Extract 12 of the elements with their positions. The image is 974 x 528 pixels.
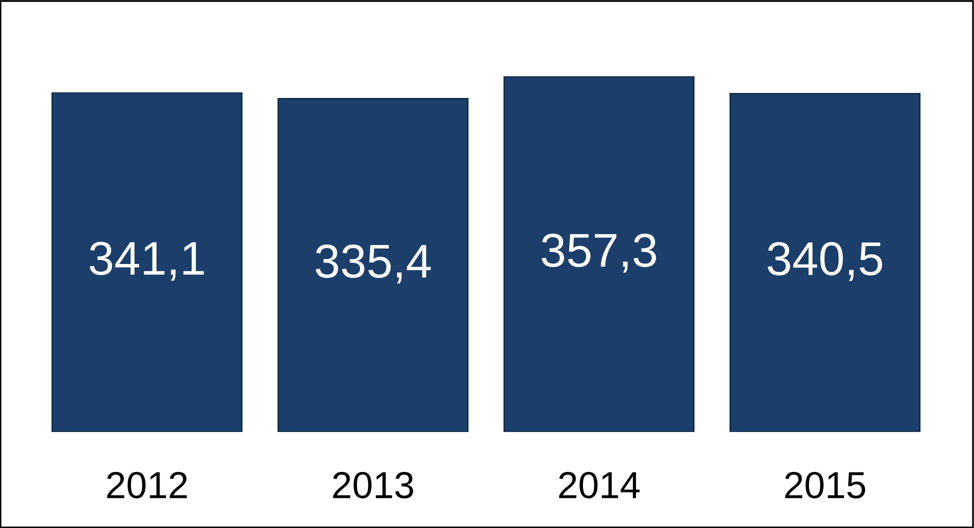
x-tick-label: 2013 — [333, 472, 414, 498]
data-label: 335,4 — [316, 244, 431, 284]
bar — [278, 98, 468, 432]
data-label: 357,3 — [542, 234, 656, 273]
data-label: 340,5 — [768, 242, 882, 282]
x-tick-label: 2015 — [785, 472, 866, 498]
bar — [52, 92, 242, 432]
x-tick-label: 2014 — [559, 472, 640, 498]
data-label: 341,1 — [90, 242, 204, 281]
bar — [730, 92, 920, 432]
x-tick-label: 2012 — [107, 472, 187, 498]
bar — [504, 76, 694, 432]
